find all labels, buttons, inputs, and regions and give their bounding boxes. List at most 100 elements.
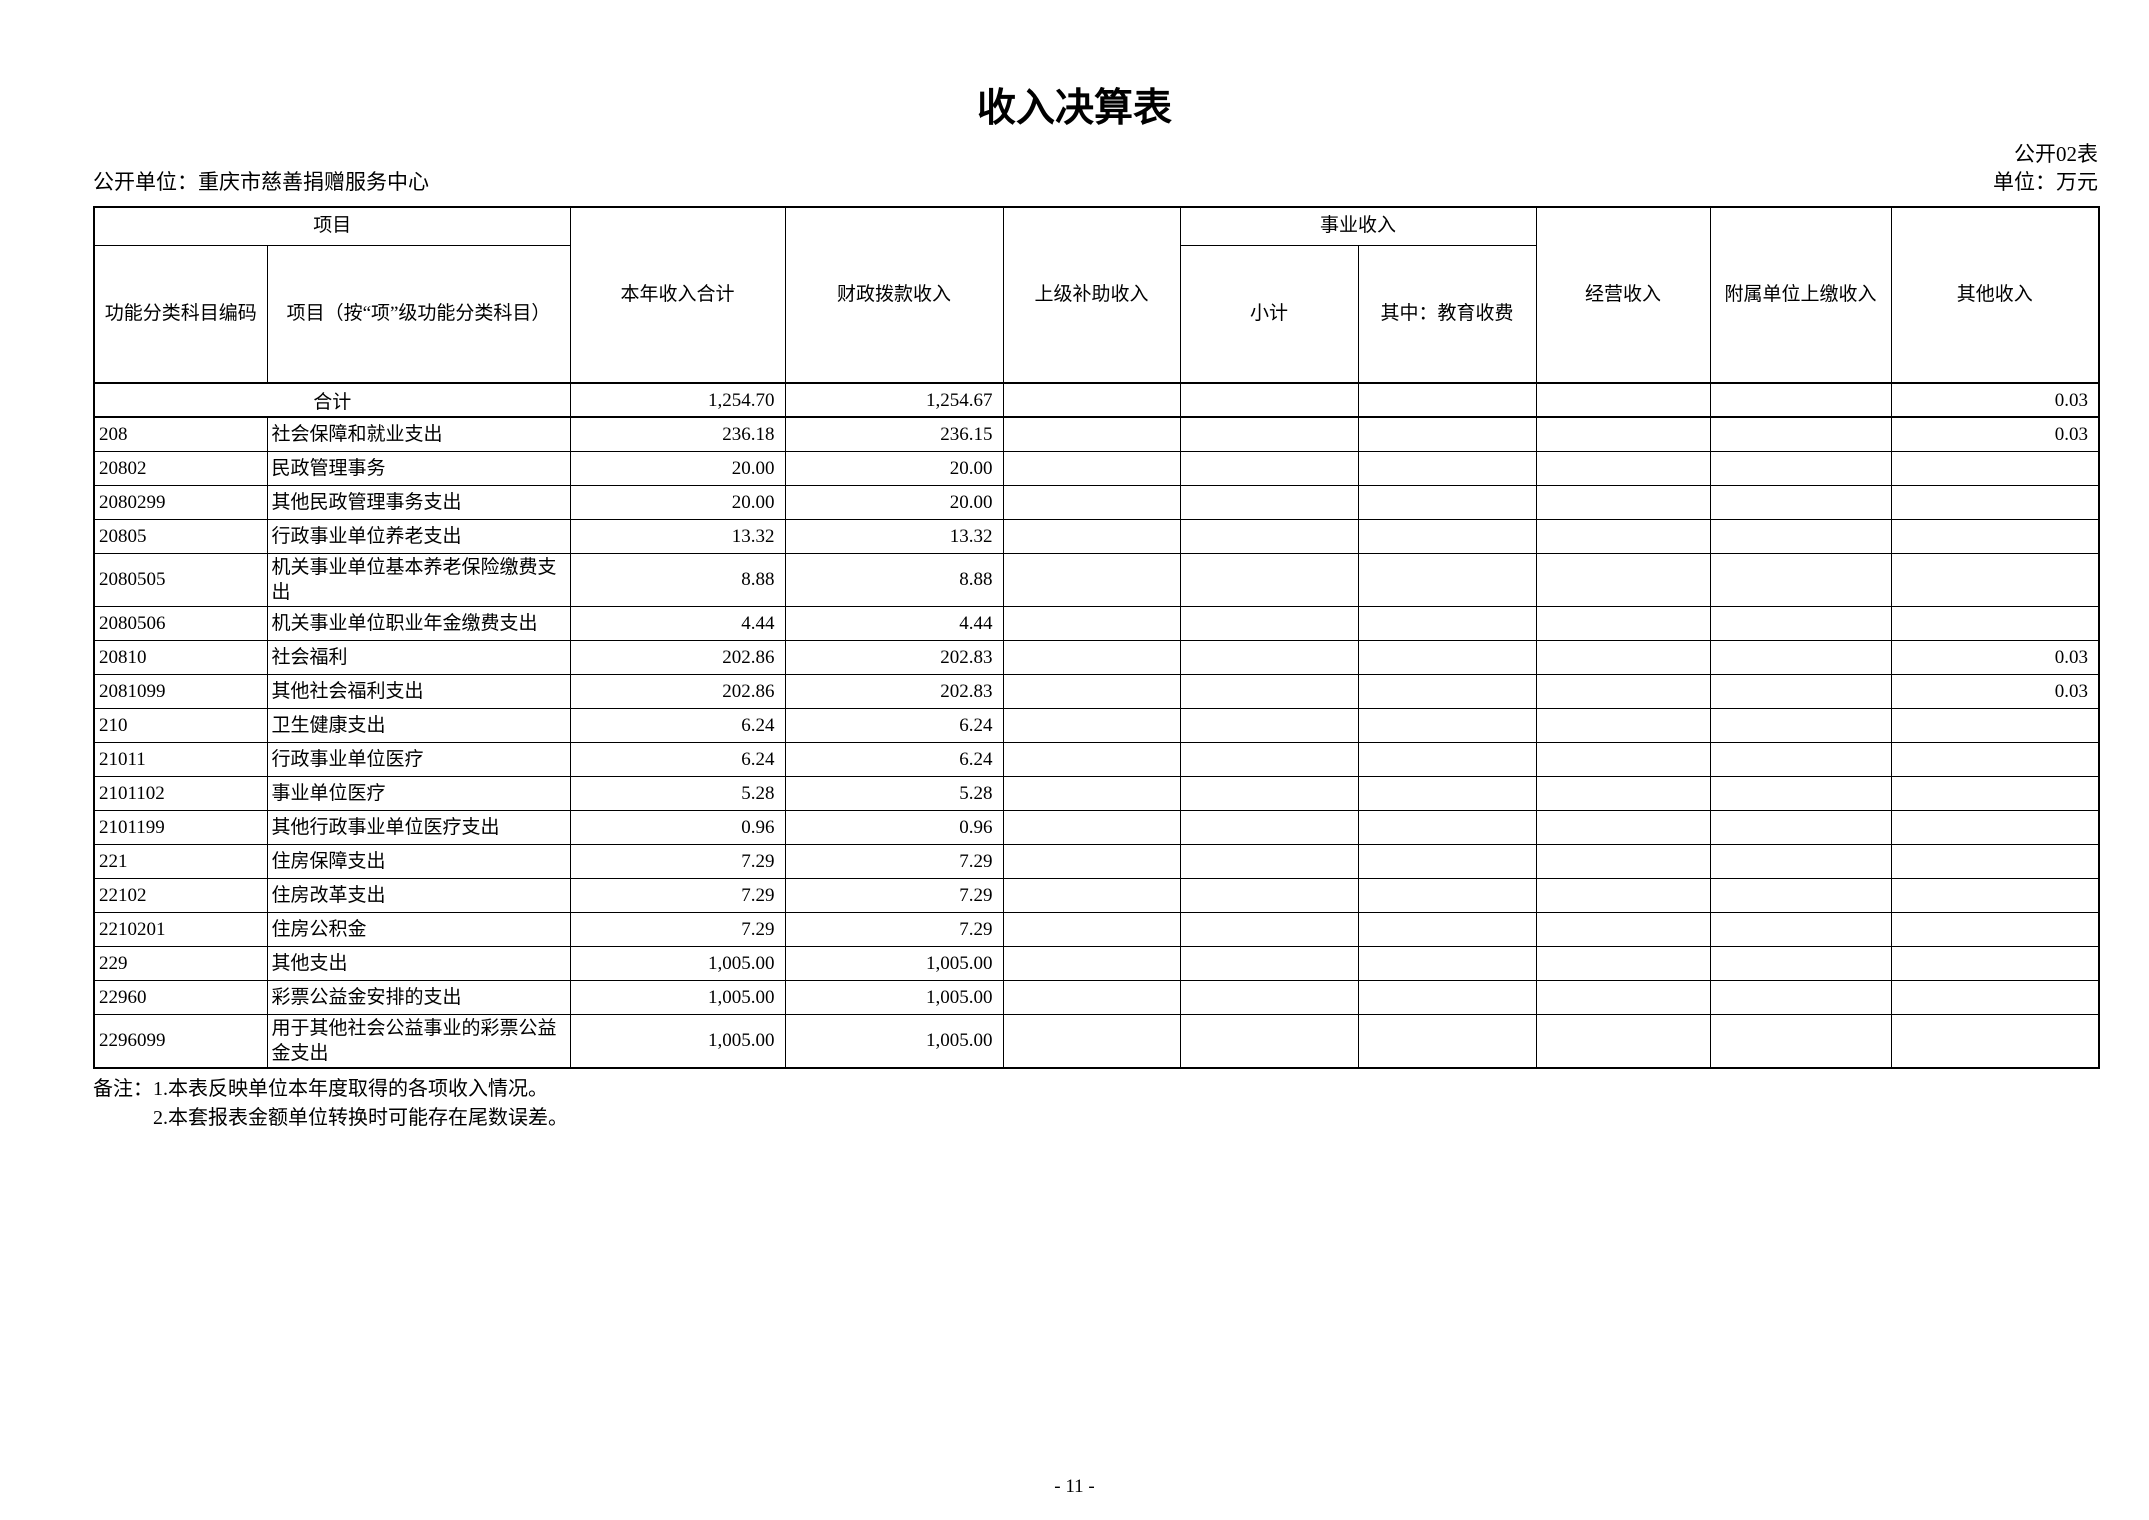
cell-operating — [1535, 450, 1711, 486]
cell-education — [1357, 484, 1537, 520]
cell-other — [1890, 843, 2100, 879]
cell-total: 6.24 — [569, 741, 786, 777]
cell-fiscal: 1,005.00 — [784, 1013, 1004, 1068]
cell-total: 1,005.00 — [569, 979, 786, 1015]
header-project-group: 项目 — [93, 206, 571, 246]
cell-total: 5.28 — [569, 775, 786, 811]
cell-total: 1,005.00 — [569, 945, 786, 981]
cell-item-name: 其他社会福利支出 — [266, 673, 571, 709]
cell-fiscal: 6.24 — [784, 707, 1004, 743]
cell-subtotal — [1179, 673, 1359, 709]
cell-operating — [1535, 741, 1711, 777]
cell-function-code: 2101102 — [93, 775, 268, 811]
cell-education — [1357, 741, 1537, 777]
cell-fiscal: 20.00 — [784, 484, 1004, 520]
cell-education — [1357, 707, 1537, 743]
cell-subtotal — [1179, 809, 1359, 845]
table-body: 合计 1,254.70 1,254.67 0.03 208 社会保障和就业支出 236.18… — [93, 382, 2100, 1068]
cell-subtotal — [1179, 707, 1359, 743]
cell-function-code: 20802 — [93, 450, 268, 486]
cell-other — [1890, 775, 2100, 811]
cell-education — [1357, 877, 1537, 913]
cell-subtotal — [1179, 911, 1359, 947]
table-row: 20802 民政管理事务 20.00 20.00 — [93, 450, 2100, 486]
cell-function-code: 2080506 — [93, 605, 268, 641]
remarks: 备注：1.本表反映单位本年度取得的各项收入情况。 2.本套报表金额单位转换时可能… — [93, 1075, 2149, 1133]
cell-affiliated — [1709, 484, 1892, 520]
cell-other — [1890, 945, 2100, 981]
cell-subtotal — [1179, 450, 1359, 486]
cell-affiliated — [1709, 843, 1892, 879]
cell-total: 20.00 — [569, 450, 786, 486]
cell-other — [1890, 1013, 2100, 1068]
cell-superior — [1002, 382, 1181, 418]
header-total-income: 本年收入合计 — [569, 206, 786, 384]
cell-item-name: 其他民政管理事务支出 — [266, 484, 571, 520]
table-row: 2296099 用于其他社会公益事业的彩票公益金支出 1,005.00 1,005.0… — [93, 1013, 2100, 1068]
cell-superior — [1002, 945, 1181, 981]
cell-operating — [1535, 552, 1711, 607]
cell-fiscal: 6.24 — [784, 741, 1004, 777]
cell-function-code: 221 — [93, 843, 268, 879]
table-row: 20805 行政事业单位养老支出 13.32 13.32 — [93, 518, 2100, 554]
cell-subtotal — [1179, 382, 1359, 418]
cell-function-code: 2101199 — [93, 809, 268, 845]
cell-affiliated — [1709, 877, 1892, 913]
cell-education — [1357, 605, 1537, 641]
header-superior-subsidy: 上级补助收入 — [1002, 206, 1181, 384]
cell-total: 236.18 — [569, 416, 786, 452]
cell-row-label: 合计 — [93, 382, 571, 418]
cell-affiliated — [1709, 775, 1892, 811]
cell-other — [1890, 809, 2100, 845]
cell-fiscal: 7.29 — [784, 877, 1004, 913]
cell-operating — [1535, 877, 1711, 913]
table-row: 208 社会保障和就业支出 236.18 236.15 0.03 — [93, 416, 2100, 452]
cell-education — [1357, 552, 1537, 607]
cell-affiliated — [1709, 450, 1892, 486]
cell-superior — [1002, 775, 1181, 811]
cell-subtotal — [1179, 843, 1359, 879]
cell-affiliated — [1709, 979, 1892, 1015]
cell-total: 202.86 — [569, 673, 786, 709]
cell-item-name: 住房公积金 — [266, 911, 571, 947]
cell-superior — [1002, 416, 1181, 452]
cell-total: 7.29 — [569, 877, 786, 913]
cell-fiscal: 7.29 — [784, 911, 1004, 947]
cell-function-code: 2210201 — [93, 911, 268, 947]
cell-operating — [1535, 945, 1711, 981]
cell-affiliated — [1709, 518, 1892, 554]
cell-subtotal — [1179, 484, 1359, 520]
table-row: 2080506 机关事业单位职业年金缴费支出 4.44 4.44 — [93, 605, 2100, 641]
cell-other: 0.03 — [1890, 382, 2100, 418]
cell-operating — [1535, 639, 1711, 675]
cell-other: 0.03 — [1890, 673, 2100, 709]
cell-operating — [1535, 673, 1711, 709]
header-business-subtotal: 小计 — [1179, 244, 1359, 384]
cell-operating — [1535, 605, 1711, 641]
cell-affiliated — [1709, 416, 1892, 452]
cell-education — [1357, 843, 1537, 879]
cell-item-name: 社会保障和就业支出 — [266, 416, 571, 452]
cell-item-name: 民政管理事务 — [266, 450, 571, 486]
cell-superior — [1002, 741, 1181, 777]
cell-other — [1890, 484, 2100, 520]
cell-function-code: 2296099 — [93, 1013, 268, 1068]
cell-fiscal: 13.32 — [784, 518, 1004, 554]
cell-subtotal — [1179, 877, 1359, 913]
cell-operating — [1535, 1013, 1711, 1068]
cell-subtotal — [1179, 775, 1359, 811]
cell-item-name: 卫生健康支出 — [266, 707, 571, 743]
cell-subtotal — [1179, 416, 1359, 452]
cell-subtotal — [1179, 1013, 1359, 1068]
cell-total: 0.96 — [569, 809, 786, 845]
cell-item-name: 彩票公益金安排的支出 — [266, 979, 571, 1015]
table-row: 22960 彩票公益金安排的支出 1,005.00 1,005.00 — [93, 979, 2100, 1015]
cell-function-code: 2081099 — [93, 673, 268, 709]
table-row: 2080505 机关事业单位基本养老保险缴费支出 8.88 8.88 — [93, 552, 2100, 607]
cell-operating — [1535, 518, 1711, 554]
cell-function-code: 2080299 — [93, 484, 268, 520]
cell-superior — [1002, 1013, 1181, 1068]
cell-superior — [1002, 450, 1181, 486]
cell-other — [1890, 911, 2100, 947]
cell-superior — [1002, 707, 1181, 743]
